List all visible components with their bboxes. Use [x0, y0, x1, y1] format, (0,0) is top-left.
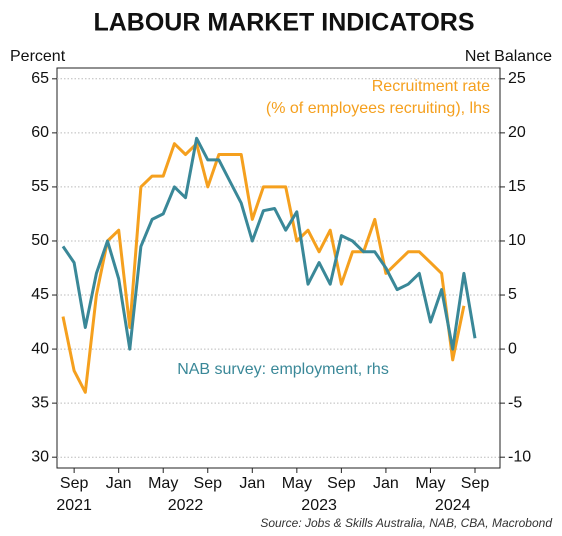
plot-frame: [56, 67, 501, 469]
y-tick-label: 60: [31, 124, 49, 141]
year-label: 2023: [301, 497, 337, 514]
series-annotation: Recruitment rate: [372, 78, 490, 95]
x-tick-label: Sep: [327, 475, 356, 492]
x-tick-label: Sep: [194, 475, 223, 492]
year-label: 2022: [168, 497, 204, 514]
y2-tick-label: 25: [508, 70, 526, 87]
y-tick-label: 50: [31, 232, 49, 249]
x-tick-label: May: [148, 475, 178, 492]
series-annotation: NAB survey: employment, rhs: [177, 361, 389, 378]
y2-tick-label: 15: [508, 178, 526, 195]
y-tick-label: 30: [31, 448, 49, 465]
x-tick-label: Sep: [461, 475, 490, 492]
y-axis-label: Percent: [10, 48, 66, 65]
series-line: [61, 136, 477, 351]
x-tick-label: May: [415, 475, 445, 492]
y2-tick-label: -10: [508, 448, 531, 465]
y2-tick-label: 20: [508, 124, 526, 141]
x-tick-label: Jan: [239, 475, 265, 492]
y2-tick-label: -5: [508, 394, 522, 411]
year-label: 2021: [56, 497, 92, 514]
y2-tick-label: 0: [508, 340, 517, 357]
x-tick-label: Jan: [373, 475, 399, 492]
series-annotation: (% of employees recruiting), lhs: [266, 100, 490, 117]
source-note: Source: Jobs & Skills Australia, NAB, CB…: [260, 516, 552, 530]
year-label: 2024: [435, 497, 471, 514]
chart-title: LABOUR MARKET INDICATORS: [93, 9, 474, 37]
y2-tick-label: 10: [508, 232, 526, 249]
y-tick-label: 40: [31, 340, 49, 357]
y-tick-label: 35: [31, 394, 49, 411]
y-tick-label: 55: [31, 178, 49, 195]
x-tick-label: Sep: [60, 475, 89, 492]
series-line: [61, 142, 466, 394]
y2-axis-label: Net Balance: [465, 48, 552, 65]
y-tick-label: 65: [31, 70, 49, 87]
y-tick-label: 45: [31, 286, 49, 303]
x-tick-label: May: [282, 475, 312, 492]
y2-tick-label: 5: [508, 286, 517, 303]
x-tick-label: Jan: [106, 475, 132, 492]
